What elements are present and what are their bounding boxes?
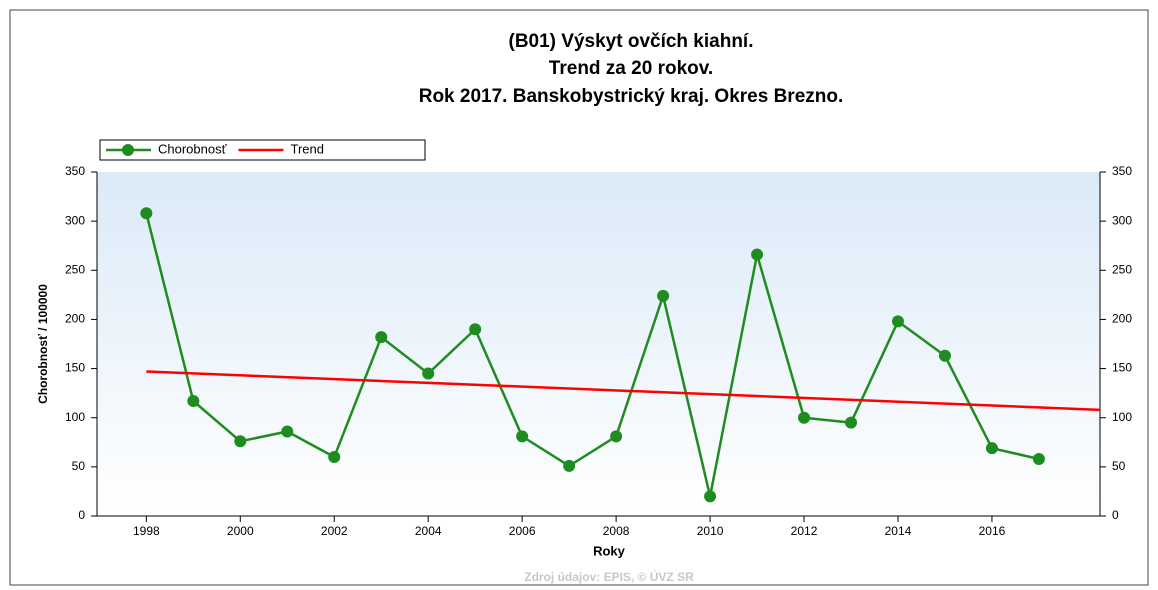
y2-tick-label: 200 <box>1112 312 1132 326</box>
y-tick-label: 150 <box>65 361 85 375</box>
y-tick-label: 200 <box>65 312 85 326</box>
y2-tick-label: 100 <box>1112 410 1132 424</box>
point <box>187 395 200 408</box>
point <box>422 367 435 380</box>
point <box>845 416 858 429</box>
point <box>469 323 482 336</box>
x-tick-label: 2014 <box>885 524 912 538</box>
point <box>234 435 247 448</box>
y-tick-label: 300 <box>65 213 85 227</box>
point <box>375 331 388 344</box>
x-tick-label: 2010 <box>697 524 724 538</box>
chart-title: Rok 2017. Banskobystrický kraj. Okres Br… <box>419 86 844 107</box>
y2-tick-label: 0 <box>1112 508 1119 522</box>
x-tick-label: 2012 <box>791 524 818 538</box>
point <box>891 315 904 328</box>
y-axis-label: Chorobnosť / 100000 <box>36 284 50 404</box>
x-tick-label: 2006 <box>509 524 536 538</box>
series-line <box>145 212 1040 497</box>
legend-label: Chorobnosť <box>158 141 227 156</box>
point <box>798 411 811 424</box>
legend-label: Trend <box>290 141 323 156</box>
point <box>610 430 623 443</box>
point <box>751 248 764 261</box>
y2-tick-label: 50 <box>1112 459 1126 473</box>
point <box>281 425 294 438</box>
legend-marker <box>122 144 134 156</box>
y-tick-label: 350 <box>65 164 85 178</box>
x-tick-label: 2002 <box>321 524 348 538</box>
y2-tick-label: 250 <box>1112 262 1132 276</box>
y-tick-label: 50 <box>72 459 86 473</box>
point <box>328 451 341 464</box>
point <box>938 349 951 362</box>
x-tick-label: 1998 <box>133 524 160 538</box>
x-tick-label: 2008 <box>603 524 630 538</box>
x-tick-label: 2004 <box>415 524 442 538</box>
plot-area <box>97 172 1100 516</box>
point <box>516 430 529 443</box>
y2-tick-label: 150 <box>1112 361 1132 375</box>
x-axis-label: Roky <box>593 543 626 558</box>
y-tick-label: 100 <box>65 410 85 424</box>
x-tick-label: 2016 <box>979 524 1006 538</box>
chart-title: (B01) Výskyt ovčích kiahní. <box>509 31 754 52</box>
point <box>1032 452 1045 465</box>
y2-tick-label: 350 <box>1112 164 1132 178</box>
point <box>140 207 153 220</box>
point <box>657 289 670 302</box>
y-tick-label: 250 <box>65 262 85 276</box>
point <box>985 442 998 455</box>
series-line <box>146 370 1101 412</box>
footer: Zdroj údajov: EPIS, © ÚVZ SR <box>524 569 694 584</box>
point <box>563 459 576 472</box>
y-tick-label: 0 <box>78 508 85 522</box>
point <box>704 490 717 503</box>
chart-title: Trend za 20 rokov. <box>549 58 713 79</box>
x-tick-label: 2000 <box>227 524 254 538</box>
y2-tick-label: 300 <box>1112 213 1132 227</box>
